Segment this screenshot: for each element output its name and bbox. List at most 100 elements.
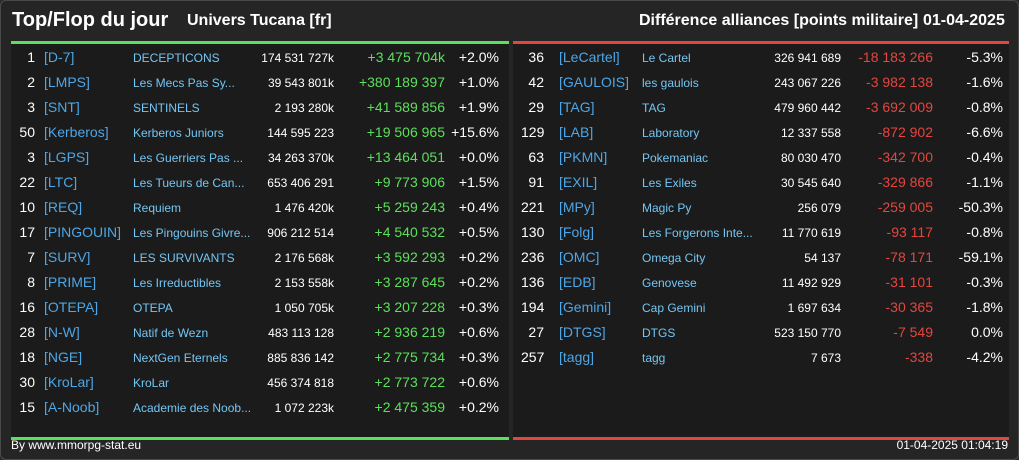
difference-cell: +380 189 397 bbox=[358, 74, 445, 90]
top-row: 28 [N-W] Natif de Wezn 483 113 128 +2 936 21… bbox=[11, 319, 509, 344]
alliance-tag: [PKMN] bbox=[559, 149, 608, 165]
points-cell: 483 113 128 bbox=[268, 326, 334, 340]
top-row: 2 [LMPS] Les Mecs Pas Sy... 39 543 801k +380… bbox=[11, 69, 509, 94]
alliance-name: Les Pingouins Givre... bbox=[133, 226, 251, 240]
alliance-tag: [DTGS] bbox=[559, 324, 606, 340]
flop-row: 221 [MPy] Magic Py 256 079 -259 005 -50.3% bbox=[513, 194, 1009, 219]
percent-cell: +0.4% bbox=[458, 199, 499, 215]
alliance-name: DECEPTICONS bbox=[133, 51, 220, 65]
points-cell: 243 067 226 bbox=[774, 76, 841, 90]
rank-cell: 27 bbox=[528, 324, 544, 340]
rank-cell: 36 bbox=[528, 49, 544, 65]
alliance-name: Les Guerriers Pas ... bbox=[133, 151, 244, 165]
difference-cell: -78 171 bbox=[885, 249, 933, 265]
rank-cell: 42 bbox=[528, 74, 544, 90]
points-cell: 326 941 689 bbox=[774, 51, 841, 65]
points-cell: 34 263 370k bbox=[267, 151, 334, 165]
alliance-name: Les Irreductibles bbox=[133, 276, 222, 290]
rank-cell: 194 bbox=[521, 299, 545, 315]
points-cell: 144 595 223 bbox=[267, 126, 334, 140]
percent-cell: -50.3% bbox=[958, 199, 1003, 215]
alliance-tag: [A-Noob] bbox=[44, 399, 100, 415]
difference-cell: -329 866 bbox=[877, 174, 933, 190]
percent-cell: +0.3% bbox=[458, 349, 499, 365]
rank-cell: 221 bbox=[521, 199, 545, 215]
percent-cell: +0.2% bbox=[458, 399, 499, 415]
flop-row: 130 [Folg] Les Forgerons Inte... 11 770 619… bbox=[513, 219, 1009, 244]
rank-cell: 91 bbox=[528, 174, 544, 190]
rank-cell: 1 bbox=[27, 49, 35, 65]
points-cell: 39 543 801k bbox=[267, 76, 334, 90]
top-row: 8 [PRIME] Les Irreductibles 2 153 558k +3 28… bbox=[11, 269, 509, 294]
points-cell: 174 531 727k bbox=[261, 51, 334, 65]
percent-cell: -0.8% bbox=[966, 224, 1003, 240]
alliance-tag: [EDB] bbox=[559, 274, 596, 290]
percent-cell: -5.3% bbox=[966, 49, 1003, 65]
alliance-tag: [OMC] bbox=[559, 249, 600, 265]
percent-cell: -0.8% bbox=[966, 99, 1003, 115]
alliance-name: Academie des Noob... bbox=[133, 401, 252, 415]
top-row: 7 [SURV] LES SURVIVANTS 2 176 568k +3 592 29… bbox=[11, 244, 509, 269]
difference-cell: -31 101 bbox=[885, 274, 933, 290]
alliance-name: Le Cartel bbox=[642, 51, 691, 65]
page-title: Top/Flop du jour bbox=[12, 9, 169, 31]
top-row: 50 [Kerberos] Kerberos Juniors 144 595 223 +… bbox=[11, 119, 509, 144]
alliance-name: DTGS bbox=[642, 326, 676, 340]
percent-cell: -1.6% bbox=[966, 74, 1003, 90]
rank-cell: 8 bbox=[27, 274, 35, 290]
difference-cell: +3 287 645 bbox=[374, 274, 445, 290]
source-credit: By www.mmorpg-stat.eu bbox=[11, 438, 142, 452]
difference-cell: -30 365 bbox=[885, 299, 933, 315]
difference-cell: +3 475 704k bbox=[367, 49, 445, 65]
flop-row: 194 [Gemini] Cap Gemini 1 697 634 -30 365 -1.… bbox=[513, 294, 1009, 319]
difference-cell: +3 207 228 bbox=[374, 299, 445, 315]
points-cell: 256 079 bbox=[797, 201, 841, 215]
rank-cell: 63 bbox=[528, 149, 544, 165]
alliance-tag: [Kerberos] bbox=[44, 124, 109, 140]
percent-cell: 0.0% bbox=[971, 324, 1003, 340]
points-cell: 1 050 705k bbox=[274, 301, 334, 315]
alliance-tag: [PRIME] bbox=[44, 274, 97, 290]
top-row: 1 [D-7] DECEPTICONS 174 531 727k +3 475 704k… bbox=[11, 44, 509, 69]
points-cell: 906 212 514 bbox=[267, 226, 334, 240]
percent-cell: -0.3% bbox=[966, 274, 1003, 290]
rank-cell: 3 bbox=[27, 149, 35, 165]
difference-cell: +2 475 359 bbox=[374, 399, 445, 415]
alliance-name: LES SURVIVANTS bbox=[133, 251, 235, 265]
alliance-name: KroLar bbox=[133, 376, 170, 390]
points-cell: 885 836 142 bbox=[267, 351, 334, 365]
points-cell: 30 545 640 bbox=[780, 176, 841, 190]
rank-cell: 17 bbox=[19, 224, 35, 240]
difference-cell: -3 692 009 bbox=[866, 99, 933, 115]
difference-cell: +41 589 856 bbox=[366, 99, 445, 115]
rank-cell: 18 bbox=[19, 349, 35, 365]
alliance-name: OTEPA bbox=[133, 301, 173, 315]
top-row: 10 [REQ] Requiem 1 476 420k +5 259 243 +0.4% bbox=[11, 194, 509, 219]
difference-cell: -259 005 bbox=[877, 199, 933, 215]
percent-cell: +0.2% bbox=[458, 274, 499, 290]
alliance-name: Kerberos Juniors bbox=[133, 126, 224, 140]
difference-cell: -3 982 138 bbox=[866, 74, 933, 90]
percent-cell: -1.1% bbox=[966, 174, 1003, 190]
points-cell: 12 337 558 bbox=[780, 126, 841, 140]
points-cell: 479 960 442 bbox=[774, 101, 841, 115]
percent-cell: -1.8% bbox=[966, 299, 1003, 315]
flop-row: 27 [DTGS] DTGS 523 150 770 -7 549 0.0% bbox=[513, 319, 1009, 344]
alliance-tag: [NGE] bbox=[44, 349, 83, 365]
alliance-tag: [REQ] bbox=[44, 199, 83, 215]
flop-row: 257 [tagg] tagg 7 673 -338 -4.2% bbox=[513, 344, 1009, 369]
difference-cell: +2 773 722 bbox=[374, 374, 445, 390]
alliance-name: Pokemaniac bbox=[642, 151, 709, 165]
difference-cell: +13 464 051 bbox=[366, 149, 445, 165]
alliance-name: les gaulois bbox=[642, 76, 699, 90]
alliance-tag: [KroLar] bbox=[44, 374, 94, 390]
alliance-tag: [Gemini] bbox=[559, 299, 612, 315]
points-cell: 1 697 634 bbox=[787, 301, 841, 315]
rank-cell: 3 bbox=[27, 99, 35, 115]
alliance-name: Les Mecs Pas Sy... bbox=[133, 76, 235, 90]
alliance-name: Cap Gemini bbox=[642, 301, 706, 315]
percent-cell: +1.9% bbox=[458, 99, 499, 115]
alliance-tag: [LeCartel] bbox=[559, 49, 620, 65]
top-row: 18 [NGE] NextGen Eternels 885 836 142 +2 775… bbox=[11, 344, 509, 369]
difference-cell: -7 549 bbox=[893, 324, 933, 340]
